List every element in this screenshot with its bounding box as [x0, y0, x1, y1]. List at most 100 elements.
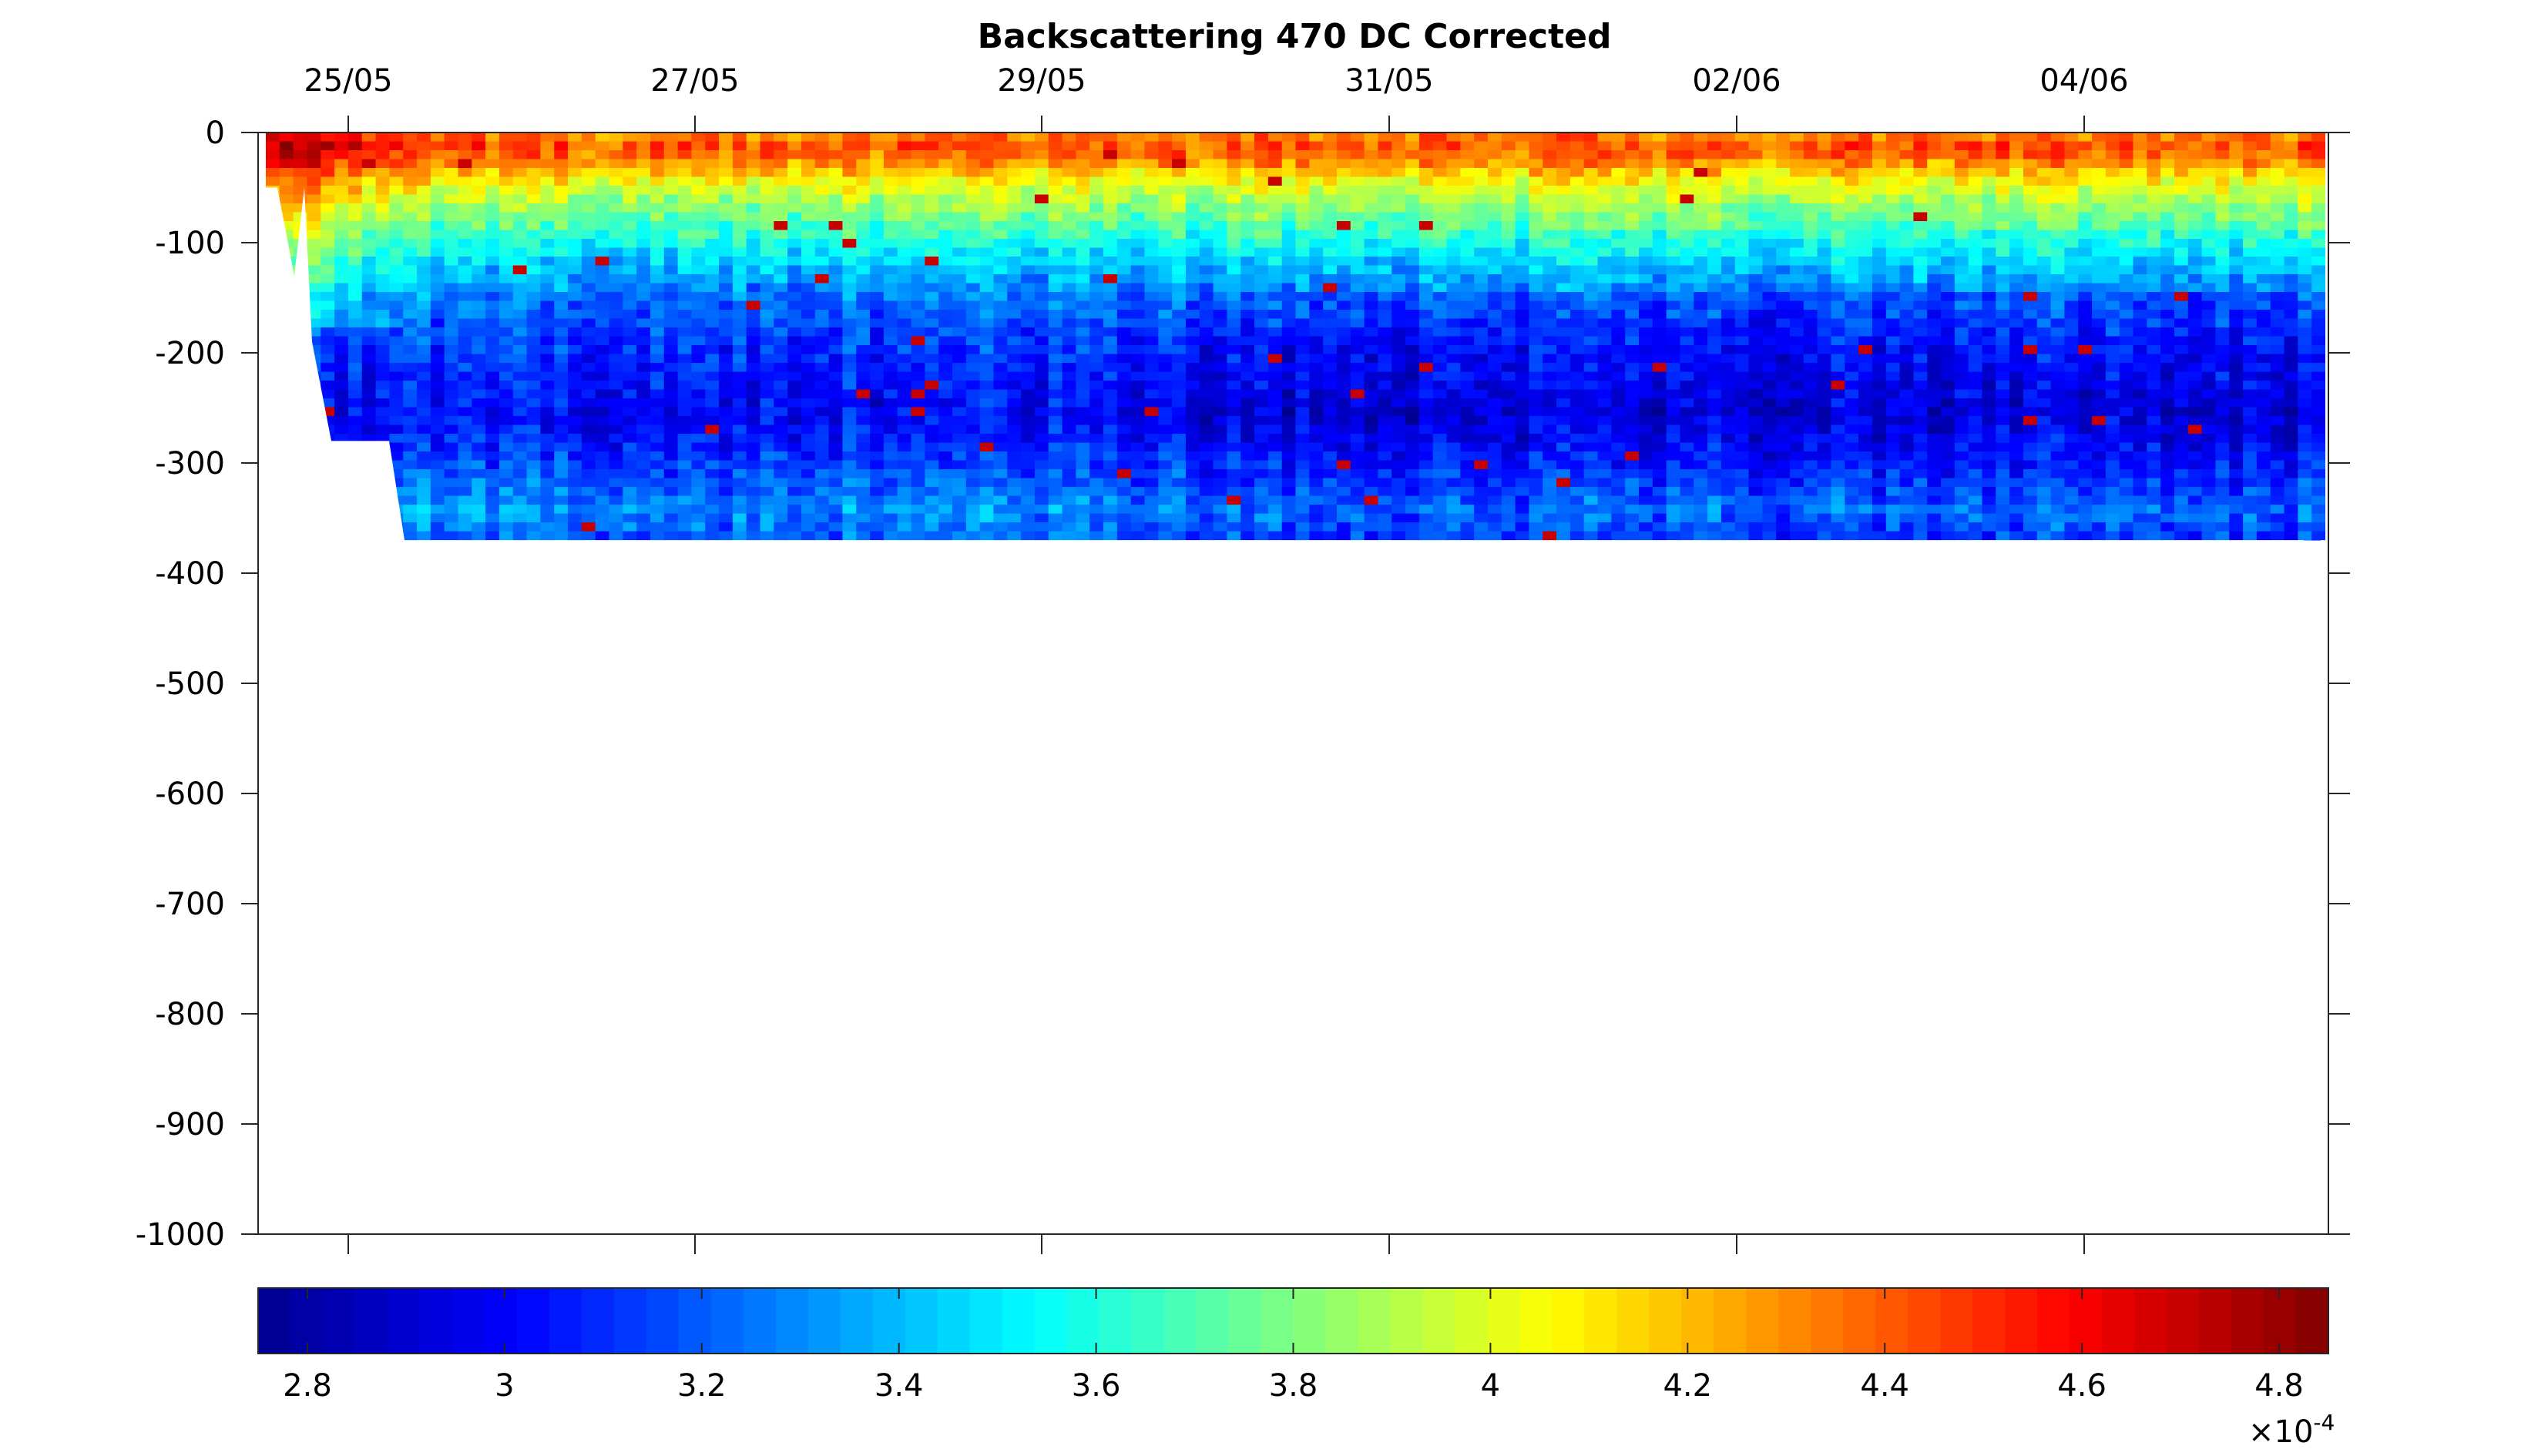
heatmap-cell: [1529, 398, 1543, 408]
heatmap-cell: [993, 265, 1008, 275]
heatmap-cell: [1639, 221, 1653, 231]
heatmap-cell: [1199, 478, 1214, 488]
heatmap-cell: [1034, 283, 1049, 293]
heatmap-cell: [1213, 469, 1227, 479]
heatmap-cell: [1295, 487, 1310, 497]
heatmap-cell: [361, 478, 377, 488]
heatmap-cell: [993, 310, 1008, 320]
heatmap-cell: [485, 416, 500, 426]
heatmap-cell: [375, 363, 390, 373]
heatmap-cell: [705, 389, 720, 399]
heatmap-cell: [1487, 451, 1502, 461]
heatmap-cell: [952, 292, 967, 302]
heatmap-cell: [774, 292, 788, 302]
heatmap-cell: [334, 168, 349, 178]
heatmap-cell: [1089, 389, 1104, 399]
heatmap-cell: [293, 513, 308, 523]
heatmap-cell: [1694, 283, 1708, 293]
heatmap-cell: [677, 513, 693, 523]
heatmap-cell: [347, 265, 363, 275]
heatmap-cell: [1062, 424, 1076, 434]
heatmap-cell: [1639, 531, 1653, 541]
heatmap-cell: [719, 434, 734, 444]
heatmap-cell: [1666, 150, 1681, 159]
heatmap-cell: [870, 159, 885, 169]
heatmap-cell: [1694, 247, 1708, 257]
heatmap-cell: [1144, 416, 1159, 426]
heatmap-cell: [1281, 265, 1297, 275]
heatmap-cell: [389, 327, 404, 337]
heatmap-cell: [1446, 168, 1461, 178]
heatmap-cell: [293, 159, 308, 169]
heatmap-cell: [361, 389, 377, 399]
heatmap-cell: [1254, 460, 1269, 470]
heatmap-cell: [444, 283, 459, 293]
heatmap-cell: [1391, 522, 1406, 532]
heatmap-cell: [430, 363, 445, 373]
heatmap-cell: [965, 133, 981, 142]
heatmap-cell: [1694, 159, 1708, 169]
heatmap-cell: [581, 274, 596, 284]
heatmap-cell: [1144, 203, 1159, 213]
heatmap-cell: [1116, 230, 1132, 240]
heatmap-cell: [1089, 203, 1104, 213]
heatmap-cell: [705, 434, 720, 444]
heatmap-cell: [1103, 442, 1118, 452]
heatmap-cell: [1021, 168, 1036, 178]
heatmap-cell: [279, 505, 294, 515]
heatmap-cell: [1213, 505, 1227, 515]
heatmap-cell: [1748, 203, 1763, 213]
heatmap-cell: [293, 300, 308, 310]
heatmap-cell: [1158, 221, 1173, 231]
heatmap-cell: [677, 354, 693, 364]
heatmap-cell: [1048, 194, 1063, 204]
heatmap-cell: [993, 460, 1008, 470]
heatmap-cell: [925, 194, 939, 204]
heatmap-cell: [430, 336, 445, 346]
heatmap-cell: [1089, 212, 1104, 222]
heatmap-cell: [403, 434, 418, 444]
heatmap-cell: [1048, 531, 1063, 541]
heatmap-cell: [1062, 212, 1076, 222]
heatmap-cell: [787, 522, 802, 532]
heatmap-cell: [458, 257, 472, 267]
heatmap-cell: [801, 354, 816, 364]
heatmap-cell: [361, 141, 377, 151]
heatmap-cell: [361, 186, 377, 196]
heatmap-cell: [650, 176, 665, 186]
heatmap-cell: [279, 168, 294, 178]
heatmap-cell: [1295, 336, 1310, 346]
heatmap-cell: [1076, 451, 1090, 461]
heatmap-cell: [361, 265, 377, 275]
heatmap-cell: [568, 274, 582, 284]
heatmap-cell: [526, 381, 541, 391]
heatmap-cell: [1597, 442, 1612, 452]
heatmap-cell: [375, 141, 390, 151]
heatmap-cell: [1652, 274, 1667, 284]
heatmap-cell: [1240, 194, 1255, 204]
heatmap-cell: [307, 478, 321, 488]
heatmap-cell: [526, 407, 541, 417]
heatmap-cell: [1350, 487, 1365, 497]
heatmap-cell: [691, 168, 706, 178]
heatmap-cell: [293, 194, 308, 204]
heatmap-cell: [1474, 318, 1489, 328]
heatmap-cell: [1227, 407, 1241, 417]
heatmap-cell: [266, 487, 280, 497]
heatmap-cell: [279, 283, 294, 293]
heatmap-cell: [1639, 487, 1653, 497]
heatmap-cell: [623, 159, 637, 169]
heatmap-cell: [1295, 371, 1310, 381]
heatmap-cell: [1597, 513, 1612, 523]
heatmap-cell: [472, 389, 486, 399]
heatmap-cell: [1569, 336, 1585, 346]
chart-title: Backscattering 470 DC Corrected: [978, 17, 1612, 56]
heatmap-cell: [1734, 247, 1750, 257]
heatmap-cell: [1007, 300, 1022, 310]
heatmap-cell: [1707, 505, 1722, 515]
heatmap-cell: [1625, 150, 1640, 159]
heatmap-cell: [1748, 363, 1763, 373]
heatmap-cell: [334, 522, 349, 532]
heatmap-cell: [1295, 300, 1310, 310]
heatmap-cell: [938, 230, 953, 240]
